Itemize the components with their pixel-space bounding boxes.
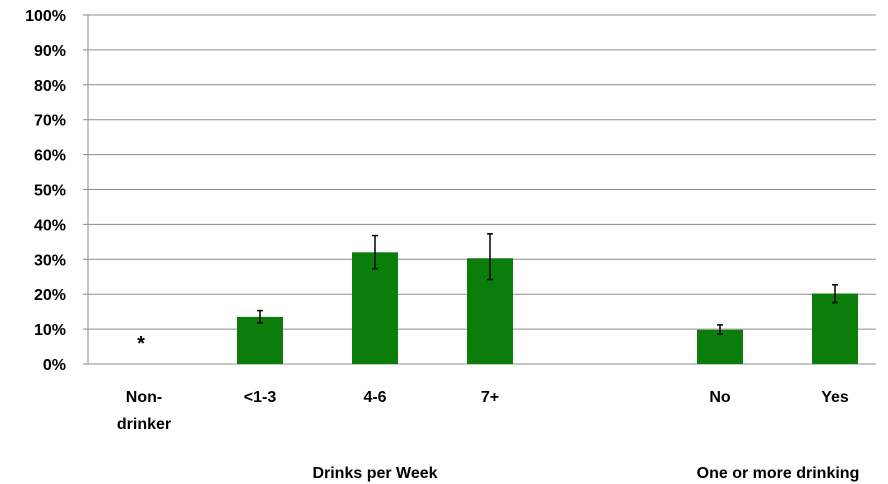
x-tick-label: 7+ xyxy=(481,389,499,406)
gridlines xyxy=(88,14,876,330)
group-labels: Drinks per Week One or more drinking xyxy=(312,465,859,482)
y-tick-label: 20% xyxy=(34,287,66,304)
y-tick-label: 50% xyxy=(34,183,66,200)
x-tick-label: drinker xyxy=(117,416,171,433)
y-tick-label: 10% xyxy=(34,322,66,339)
y-tick-label: 60% xyxy=(34,148,66,165)
y-tick-label: 70% xyxy=(34,113,66,130)
bar xyxy=(352,252,398,364)
y-tick-label: 90% xyxy=(34,43,66,60)
bars: * xyxy=(137,252,858,364)
x-tick-label: 4-6 xyxy=(363,389,386,406)
bar xyxy=(697,329,743,364)
y-tick-label: 80% xyxy=(34,78,66,95)
x-tick-label: <1-3 xyxy=(244,389,277,406)
x-tick-label: Yes xyxy=(821,389,849,406)
x-tick-label: No xyxy=(709,389,731,406)
error-bars xyxy=(257,233,838,335)
suppressed-marker: * xyxy=(137,333,145,355)
group-label: Drinks per Week xyxy=(312,465,437,482)
bar xyxy=(237,316,283,364)
x-axis-labels: Non-drinker <1-3 4-6 7+ No Yes xyxy=(117,389,849,433)
group-label: One or more drinking xyxy=(697,465,860,482)
bar xyxy=(812,293,858,364)
x-tick-label: Non- xyxy=(126,389,162,406)
y-tick-label: 40% xyxy=(34,217,66,234)
y-axis: 0% 10% 20% 30% 40% 50% 60% 70% 80% 90% 100% xyxy=(25,8,876,374)
y-tick-label: 0% xyxy=(43,357,66,374)
y-tick-label: 30% xyxy=(34,252,66,269)
y-tick-label: 100% xyxy=(25,8,66,25)
